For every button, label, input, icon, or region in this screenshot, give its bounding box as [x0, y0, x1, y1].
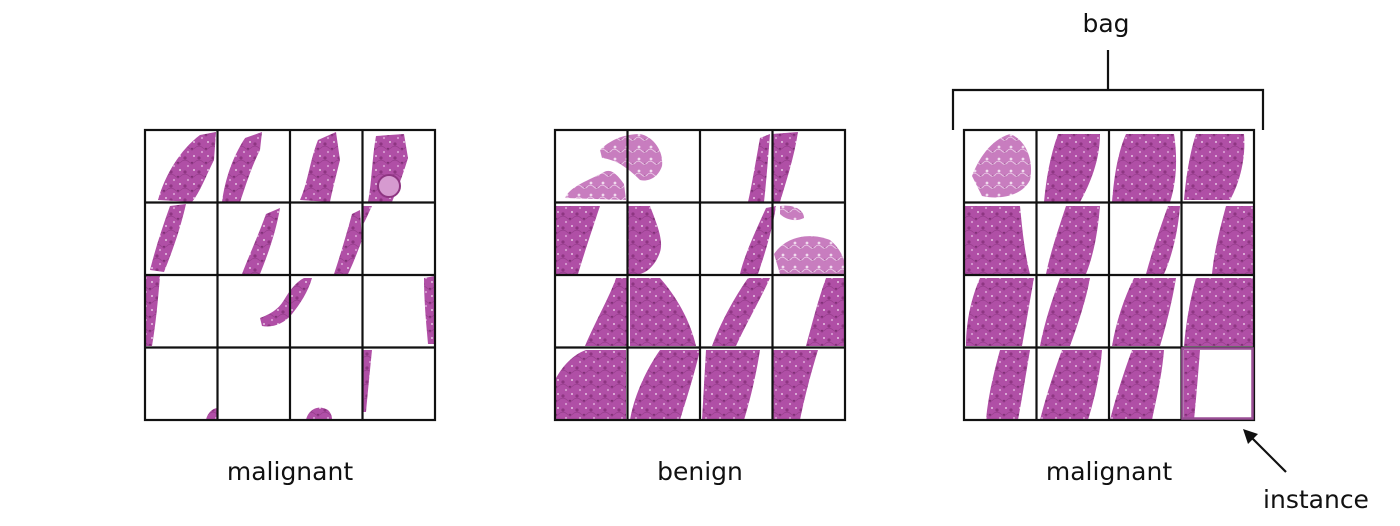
tissue-fragment: [145, 276, 160, 346]
bag-bracket: [951, 50, 1265, 130]
tissue-fragment: [1184, 278, 1254, 346]
tissue-fragment: [585, 278, 628, 346]
tissue-fragment: [565, 170, 626, 200]
tissue-fragment: [772, 132, 798, 202]
tissue-fragment: [206, 408, 218, 420]
tissue-fragment: [1046, 206, 1100, 274]
tissue-fragment: [600, 134, 663, 181]
tissue-fragment: [1110, 350, 1164, 420]
tissue-fragment: [972, 134, 1032, 198]
tissue-fragment: [748, 134, 770, 202]
tissue-fragment: [1040, 350, 1102, 420]
tissue-fragment: [1112, 278, 1176, 346]
tissue-fragment: [362, 206, 372, 226]
tissue-fragment: [222, 132, 262, 202]
tissue-fragment: [712, 278, 770, 346]
tissue-3: [964, 134, 1254, 420]
tissue-nodule: [377, 174, 401, 198]
tissue-fragment: [555, 206, 600, 274]
tissue-fragment: [260, 278, 312, 327]
tissue-fragment: [740, 206, 776, 274]
tissue-fragment: [966, 278, 1034, 346]
tissue-fragment: [630, 350, 700, 420]
tissue-fragment: [334, 210, 362, 274]
grid-lines-1: [143, 128, 437, 422]
grid-label-1: malignant: [227, 457, 353, 486]
tissue-fragment: [1040, 278, 1090, 346]
tissue-fragment: [630, 278, 696, 346]
tissue-fragment: [1184, 134, 1245, 200]
tissue-fragment: [158, 132, 216, 202]
arrow-head-icon: [1243, 429, 1258, 444]
tissue-fragment: [555, 350, 626, 420]
grid-benign: benign: [553, 128, 847, 486]
tissue-fragment: [424, 276, 435, 344]
tissue-fragment: [772, 350, 818, 420]
tissue-2: [555, 132, 845, 420]
grid-lines-2: [553, 128, 847, 422]
tissue-fragment: [628, 206, 662, 274]
instance-tile: [1181, 347, 1254, 420]
instance-annotation: instance: [1243, 429, 1369, 514]
tissue-fragment: [1044, 134, 1100, 202]
tissue-1: [145, 132, 435, 420]
tissue-fragment: [362, 350, 372, 412]
bag-annotation: bag: [951, 9, 1265, 130]
tissue-fragment: [964, 206, 1030, 274]
tissue-fragment: [1212, 206, 1254, 274]
tissue-fragment: [150, 204, 186, 272]
tissue-fragment: [986, 350, 1030, 420]
tissue-fragment: [306, 407, 332, 420]
tissue-fragment: [806, 278, 845, 346]
grid-label-2: benign: [657, 457, 743, 486]
tissue-fragment: [1146, 206, 1180, 274]
tissue-fragment: [1112, 134, 1177, 202]
instance-label: instance: [1263, 485, 1369, 514]
tissue-fragment: [780, 205, 804, 221]
tissue-fragment: [702, 350, 760, 420]
grid-malignant-2: malignant: [962, 128, 1256, 486]
tissue-fragment: [300, 132, 340, 202]
tissue-fragment: [774, 236, 845, 274]
grid-label-3: malignant: [1046, 457, 1172, 486]
grid-malignant-1: malignant: [143, 128, 437, 486]
bag-label: bag: [1082, 9, 1129, 38]
tissue-fragment: [1184, 350, 1200, 420]
tissue-fragment: [242, 208, 280, 274]
instance-arrow: [1249, 435, 1287, 473]
